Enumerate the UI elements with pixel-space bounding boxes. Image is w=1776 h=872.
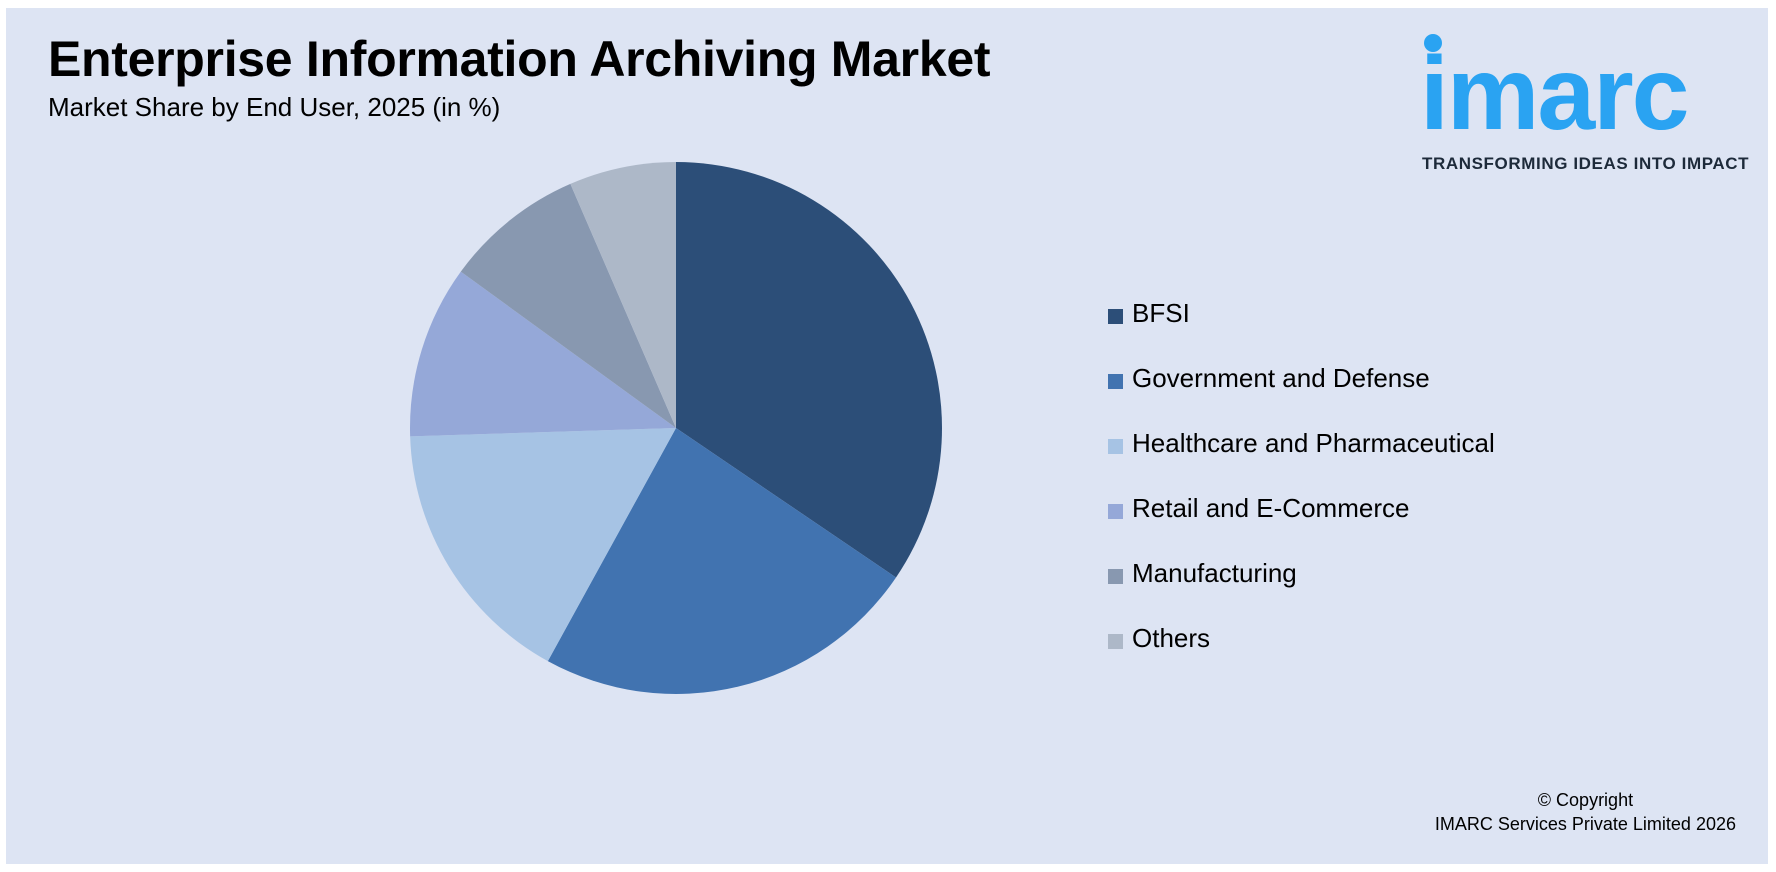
legend-label: BFSI [1132, 298, 1190, 328]
logo-dot-icon [1424, 34, 1442, 52]
legend-swatch [1108, 504, 1123, 519]
logo-tagline: TRANSFORMING IDEAS INTO IMPACT [1422, 154, 1750, 173]
legend-label: Healthcare and Pharmaceutical [1132, 428, 1495, 458]
legend-swatch [1108, 374, 1123, 389]
legend-item-others: Others [1108, 623, 1495, 688]
chart-title: Enterprise Information Archiving Market [48, 31, 991, 87]
legend-swatch [1108, 634, 1123, 649]
legend-item-bfsi: BFSI [1108, 298, 1495, 363]
pie-slice-healthcare-and-pharmaceutical [410, 428, 676, 662]
logo-wordmark: imarc [1420, 36, 1690, 152]
legend-swatch [1108, 309, 1123, 324]
pie-slice-government-and-defense [547, 428, 896, 695]
legend-label: Retail and E-Commerce [1132, 493, 1410, 523]
legend-swatch [1108, 439, 1123, 454]
legend-item-government-and-defense: Government and Defense [1108, 363, 1495, 428]
chart-subtitle: Market Share by End User, 2025 (in %) [48, 92, 501, 122]
copyright-line-1: © Copyright [1537, 790, 1634, 810]
pie-slice-retail-and-e-commerce [409, 271, 676, 437]
chart-legend: BFSI Government and Defense Healthcare and… [1108, 298, 1495, 688]
pie-slice-bfsi [676, 162, 942, 578]
pie-slice-others [570, 162, 676, 428]
legend-item-manufacturing: Manufacturing [1108, 558, 1495, 623]
legend-item-retail-and-e-commerce: Retail and E-Commerce [1108, 493, 1495, 558]
pie-chart [409, 162, 942, 695]
copyright-line-2: IMARC Services Private Limited 2026 [1434, 814, 1736, 834]
pie-slice-manufacturing [460, 183, 676, 428]
legend-item-healthcare-and-pharmaceutical: Healthcare and Pharmaceutical [1108, 428, 1495, 493]
copyright-notice: © Copyright IMARC Services Private Limit… [1435, 788, 1736, 836]
legend-label: Others [1132, 623, 1211, 653]
legend-label: Manufacturing [1132, 558, 1297, 588]
legend-label: Government and Defense [1132, 363, 1430, 393]
legend-swatch [1108, 569, 1123, 584]
imarc-logo: imarc TRANSFORMING IDEAS INTO IMPACT [1406, 24, 1756, 174]
chart-card: Enterprise Information Archiving Market … [6, 8, 1768, 864]
